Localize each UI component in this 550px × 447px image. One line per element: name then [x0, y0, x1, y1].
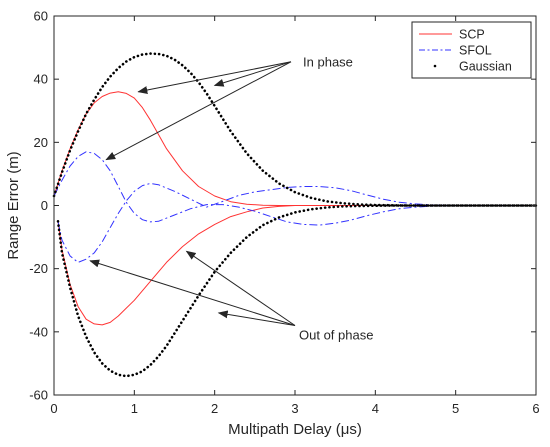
legend-swatch-gaussian — [433, 64, 437, 68]
series-line-sfol-3 — [57, 182, 536, 263]
y-axis-label: Range Error (m) — [5, 151, 22, 259]
x-tick-label: 6 — [532, 401, 539, 416]
y-tick-label: -40 — [29, 324, 48, 339]
y-tick-label: -60 — [29, 388, 48, 403]
annotation-arrow — [213, 61, 292, 87]
legend: SCP SFOL Gaussian — [411, 21, 532, 79]
x-tick-label: 4 — [372, 401, 379, 416]
annotations: In phase Out of phase — [89, 54, 373, 342]
y-tick-label: 20 — [34, 135, 48, 150]
y-tick-label: 60 — [34, 9, 48, 24]
x-tick-label: 1 — [131, 401, 138, 416]
annotation-arrow — [137, 61, 292, 94]
series-line-scp-1 — [57, 205, 536, 326]
annotation-arrow — [217, 310, 296, 327]
legend-label-scp: SCP — [459, 27, 485, 41]
annotation-arrow — [185, 250, 296, 326]
series-line-gaussian-5 — [56, 204, 538, 378]
series-line-sfol-2 — [53, 151, 536, 226]
x-tick-label: 5 — [452, 401, 459, 416]
annotation-arrow — [105, 61, 292, 161]
annotation-label: In phase — [303, 54, 353, 69]
y-axis: -60 -40 -20 0 20 40 60 — [29, 9, 536, 403]
x-tick-label: 0 — [50, 401, 57, 416]
y-tick-label: 40 — [34, 72, 48, 87]
legend-label-gaussian: Gaussian — [459, 59, 512, 73]
annotation-arrow — [89, 259, 296, 326]
y-tick-label: -20 — [29, 261, 48, 276]
x-axis: 0 1 2 3 4 5 6 — [50, 16, 540, 416]
plot-marks — [52, 52, 538, 378]
legend-box — [411, 21, 532, 79]
x-axis-label: Multipath Delay (μs) — [228, 421, 362, 438]
x-tick-label: 2 — [211, 401, 218, 416]
y-tick-label: 0 — [41, 198, 48, 213]
x-tick-label: 3 — [291, 401, 298, 416]
legend-label-sfol: SFOL — [459, 43, 492, 57]
annotation-label: Out of phase — [299, 327, 373, 342]
